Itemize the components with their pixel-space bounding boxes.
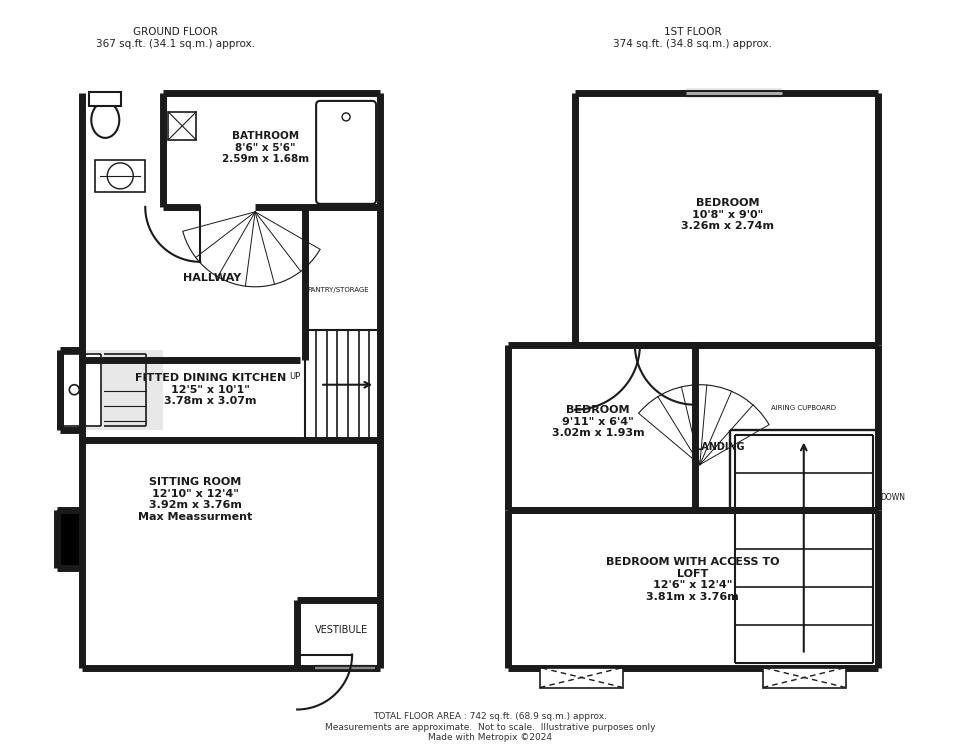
Bar — [540, 668, 623, 687]
Text: DOWN: DOWN — [881, 493, 906, 502]
Text: FITTED DINING KITCHEN
12'5" x 10'1"
3.78m x 3.07m: FITTED DINING KITCHEN 12'5" x 10'1" 3.78… — [134, 373, 286, 406]
Text: UP: UP — [289, 372, 300, 382]
Ellipse shape — [91, 102, 120, 138]
Text: BEDROOM
10'8" x 9'0"
3.26m x 2.74m: BEDROOM 10'8" x 9'0" 3.26m x 2.74m — [681, 198, 774, 231]
Bar — [762, 668, 846, 687]
Text: BEDROOM WITH ACCESS TO
LOFT
12'6" x 12'4"
3.81m x 3.76m: BEDROOM WITH ACCESS TO LOFT 12'6" x 12'4… — [606, 557, 780, 602]
Text: HALLWAY: HALLWAY — [183, 273, 241, 283]
Bar — [540, 665, 623, 670]
Text: LANDING: LANDING — [695, 442, 745, 451]
Bar — [305, 330, 380, 439]
Bar — [692, 285, 698, 345]
FancyBboxPatch shape — [317, 101, 376, 204]
Bar — [735, 435, 873, 662]
Bar — [297, 544, 300, 602]
Bar — [762, 665, 846, 670]
Text: BATHROOM
8'6" x 5'6"
2.59m x 1.68m: BATHROOM 8'6" x 5'6" 2.59m x 1.68m — [221, 131, 309, 164]
Bar — [762, 668, 846, 687]
Text: SITTING ROOM
12'10" x 12'4"
3.92m x 3.76m
Max Meassurment: SITTING ROOM 12'10" x 12'4" 3.92m x 3.76… — [138, 477, 252, 522]
Bar — [316, 664, 375, 671]
Bar — [95, 160, 145, 192]
Bar — [540, 668, 623, 687]
Text: 1ST FLOOR
374 sq.ft. (34.8 sq.m.) approx.: 1ST FLOOR 374 sq.ft. (34.8 sq.m.) approx… — [613, 27, 772, 49]
Bar — [508, 93, 878, 668]
Bar — [200, 204, 255, 210]
Text: AIRING CUPBOARD: AIRING CUPBOARD — [771, 405, 836, 411]
Bar — [730, 430, 878, 510]
Text: GROUND FLOOR
367 sq.ft. (34.1 sq.m.) approx.: GROUND FLOOR 367 sq.ft. (34.1 sq.m.) app… — [96, 27, 255, 49]
Bar — [575, 342, 640, 348]
Text: TOTAL FLOOR AREA : 742 sq.ft. (68.9 sq.m.) approx.
Measurements are approximate.: TOTAL FLOOR AREA : 742 sq.ft. (68.9 sq.m… — [324, 713, 656, 742]
Text: PANTRY/STORAGE: PANTRY/STORAGE — [308, 287, 368, 293]
Bar — [61, 350, 164, 430]
Bar — [64, 354, 101, 426]
Bar — [82, 93, 380, 668]
Bar — [169, 112, 196, 140]
Bar — [57, 510, 82, 568]
Text: BEDROOM
9'11" x 6'4"
3.02m x 1.93m: BEDROOM 9'11" x 6'4" 3.02m x 1.93m — [552, 405, 644, 439]
Bar — [686, 88, 782, 98]
Bar — [89, 92, 122, 106]
Bar — [104, 354, 146, 426]
Text: VESTIBULE: VESTIBULE — [315, 625, 368, 635]
